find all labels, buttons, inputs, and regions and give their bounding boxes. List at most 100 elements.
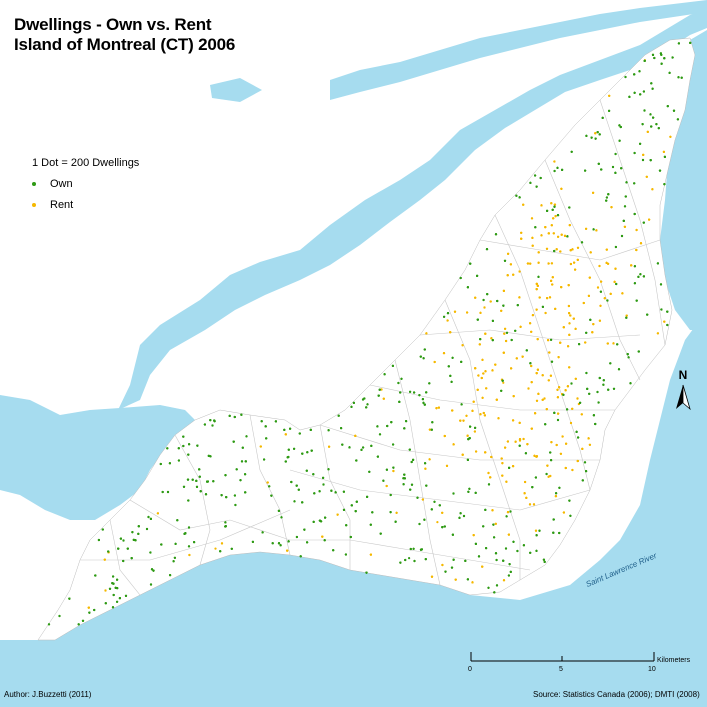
own-dot bbox=[466, 458, 469, 461]
own-dot bbox=[522, 544, 526, 547]
own-dot bbox=[188, 443, 191, 446]
own-dot bbox=[614, 245, 618, 249]
own-dot bbox=[403, 427, 406, 430]
own-dot bbox=[379, 532, 382, 535]
own-dot bbox=[119, 537, 122, 540]
own-dot bbox=[390, 421, 393, 424]
own-dot bbox=[244, 491, 247, 494]
own-dot bbox=[635, 299, 638, 302]
own-dot bbox=[466, 286, 469, 289]
own-dot bbox=[494, 233, 498, 236]
rent-dot bbox=[521, 355, 524, 358]
rent-dot bbox=[382, 397, 385, 400]
own-dot bbox=[495, 584, 499, 587]
own-dot bbox=[660, 53, 663, 56]
own-dot bbox=[584, 169, 587, 172]
own-dot bbox=[287, 540, 290, 543]
rent-dot bbox=[445, 464, 449, 467]
own-dot bbox=[182, 435, 185, 438]
own-dot bbox=[516, 549, 519, 553]
own-dot bbox=[447, 365, 450, 368]
own-dot bbox=[468, 437, 471, 440]
own-dot bbox=[491, 319, 494, 322]
rent-dot bbox=[556, 388, 559, 391]
own-dot bbox=[643, 59, 646, 63]
own-dot bbox=[310, 449, 313, 452]
rent-dot bbox=[540, 204, 543, 207]
rent-dot bbox=[453, 310, 457, 313]
rent-dot bbox=[525, 496, 528, 499]
ottawa-river-branch bbox=[330, 0, 707, 100]
own-dot bbox=[677, 42, 681, 45]
rent-dot bbox=[531, 314, 535, 317]
own-dot bbox=[365, 571, 368, 574]
rent-dot bbox=[462, 419, 465, 422]
rent-dot bbox=[477, 374, 480, 377]
rent-dot bbox=[564, 389, 567, 392]
own-dot bbox=[428, 382, 431, 385]
rent-dot bbox=[518, 421, 521, 424]
rent-dot bbox=[592, 323, 595, 326]
own-dot bbox=[118, 597, 121, 600]
rent-dot bbox=[483, 414, 486, 417]
own-dot bbox=[458, 516, 461, 520]
rent-dot bbox=[535, 455, 539, 458]
rent-dot bbox=[547, 232, 550, 235]
own-dot bbox=[568, 206, 571, 209]
own-dot bbox=[228, 414, 231, 417]
own-dot bbox=[589, 318, 592, 321]
rent-dot bbox=[559, 341, 562, 344]
rent-dot bbox=[605, 261, 608, 264]
own-dot bbox=[486, 293, 489, 296]
rent-dot bbox=[543, 397, 546, 400]
own-dot bbox=[399, 391, 402, 394]
rent-dot bbox=[495, 398, 498, 401]
rent-dot bbox=[573, 261, 576, 264]
own-dot bbox=[234, 503, 237, 507]
rent-dot bbox=[530, 364, 533, 368]
own-dot bbox=[299, 555, 302, 558]
own-dot bbox=[350, 504, 353, 507]
rent-dot bbox=[550, 262, 554, 265]
rent-dot bbox=[566, 385, 570, 388]
own-dot bbox=[182, 444, 185, 448]
rent-dot bbox=[544, 311, 547, 315]
rent-dot bbox=[328, 445, 331, 448]
rent-dot bbox=[522, 203, 525, 206]
rent-dot bbox=[552, 217, 555, 220]
rent-dot bbox=[572, 317, 575, 320]
rent-dot bbox=[565, 442, 568, 445]
own-dot bbox=[117, 547, 120, 550]
rent-dot bbox=[553, 203, 557, 206]
own-dot bbox=[193, 541, 196, 544]
rent-dot bbox=[220, 542, 224, 545]
own-dot bbox=[623, 205, 627, 208]
own-dot bbox=[309, 428, 312, 431]
rent-dot bbox=[562, 511, 566, 514]
own-dot bbox=[601, 116, 604, 119]
own-dot bbox=[616, 343, 619, 346]
own-dot bbox=[344, 553, 347, 556]
rent-dot bbox=[535, 288, 538, 291]
own-dot bbox=[469, 262, 472, 265]
rent-dot bbox=[592, 191, 595, 194]
own-dot bbox=[633, 182, 636, 185]
rent-dot bbox=[563, 234, 567, 237]
own-dot bbox=[409, 488, 412, 491]
own-dot bbox=[392, 443, 395, 446]
own-dot bbox=[419, 355, 422, 358]
own-dot bbox=[509, 570, 512, 574]
own-dot bbox=[287, 455, 290, 459]
own-dot bbox=[114, 586, 117, 589]
own-dot bbox=[233, 494, 236, 497]
own-dot bbox=[348, 446, 351, 449]
rent-dot bbox=[482, 372, 485, 375]
own-dot bbox=[510, 338, 513, 342]
own-dot bbox=[424, 462, 427, 465]
own-dot bbox=[134, 539, 137, 542]
own-dot bbox=[366, 403, 369, 406]
own-dot bbox=[184, 532, 187, 535]
rent-dot bbox=[156, 512, 159, 515]
own-dot bbox=[566, 235, 569, 238]
